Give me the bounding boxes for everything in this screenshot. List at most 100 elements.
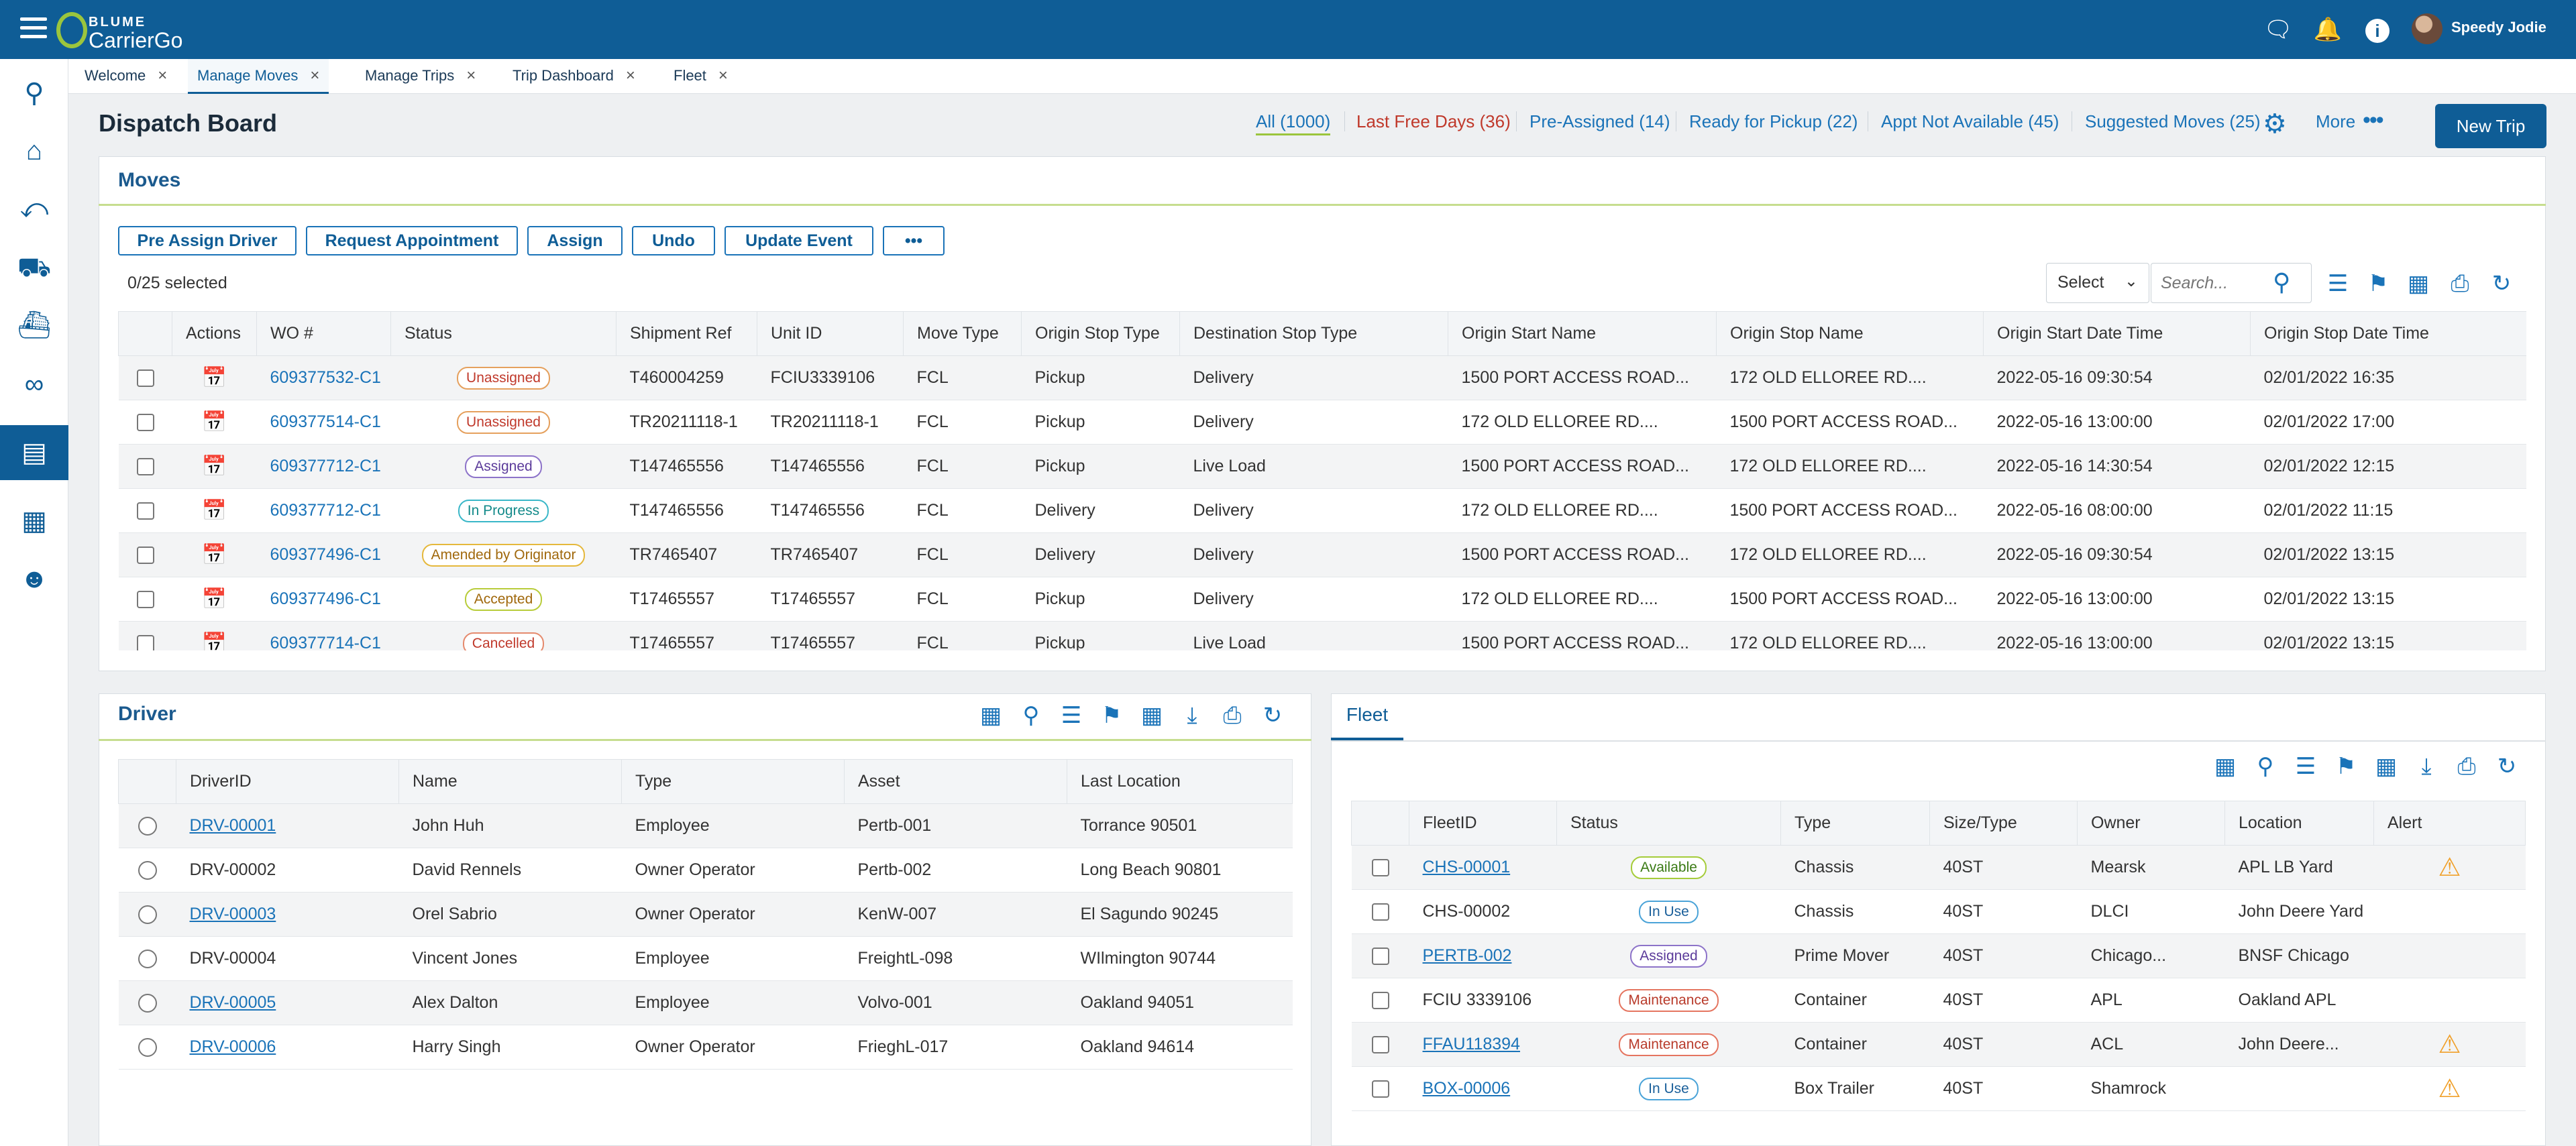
bookmark-icon[interactable]: ⚑ xyxy=(2367,271,2389,296)
row-checkbox[interactable] xyxy=(136,369,154,388)
table-row[interactable]: FFAU118394 Maintenance Container 40ST ACL Joh… xyxy=(1351,1022,2526,1067)
calendar-edit-icon[interactable]: 📅 xyxy=(201,500,227,522)
driver-id[interactable]: DRV-00006 xyxy=(189,1037,276,1056)
pre-assign-driver-button[interactable]: Pre Assign Driver xyxy=(118,226,297,255)
tab-manage-moves[interactable]: Manage Moves × xyxy=(188,59,329,94)
wo-link[interactable]: 609377532-C1 xyxy=(270,368,381,387)
col-header[interactable]: Status xyxy=(390,311,616,356)
col-header[interactable]: Type xyxy=(1780,801,1930,846)
ship-icon[interactable]: ⛴ xyxy=(17,310,52,340)
row-radio[interactable] xyxy=(138,950,157,969)
driver-id[interactable]: DRV-00001 xyxy=(189,816,276,835)
col-header[interactable]: Status xyxy=(1556,801,1781,846)
col-header[interactable]: Type xyxy=(621,759,845,804)
col-header[interactable]: Move Type xyxy=(903,311,1022,356)
close-icon[interactable]: × xyxy=(625,66,635,84)
table-row[interactable]: 📅 609377714-C1 Cancelled T17465557 T17465557… xyxy=(118,621,2526,650)
col-header[interactable]: Owner xyxy=(2077,801,2225,846)
col-header[interactable]: Asset xyxy=(844,759,1067,804)
col-header[interactable]: DriverID xyxy=(176,759,399,804)
tab-trip-dashboard[interactable]: Trip Dashboard × xyxy=(513,66,635,84)
row-checkbox[interactable] xyxy=(1371,948,1389,966)
row-checkbox[interactable] xyxy=(1371,903,1389,921)
col-header[interactable]: Origin Stop Date Time xyxy=(2250,311,2526,356)
download-icon[interactable]: ⤓ xyxy=(1187,703,1197,728)
search-icon[interactable]: ⚲ xyxy=(1022,703,1040,728)
close-icon[interactable]: × xyxy=(158,66,168,84)
calendar-edit-icon[interactable]: 📅 xyxy=(201,544,227,566)
search-icon[interactable]: ⚲ xyxy=(24,78,44,108)
row-checkbox[interactable] xyxy=(1371,859,1389,877)
filter-all[interactable]: All (1000) xyxy=(1256,111,1331,135)
download-icon[interactable]: ⤓ xyxy=(2421,754,2432,779)
table-row[interactable]: DRV-00005 Alex Dalton Employee Volvo-001 Oak… xyxy=(118,980,1293,1025)
row-checkbox[interactable] xyxy=(1371,1036,1389,1054)
refresh-icon[interactable]: ↻ xyxy=(2497,754,2517,779)
calendar-edit-icon[interactable]: 📅 xyxy=(201,367,227,389)
table-row[interactable]: DRV-00006 Harry Singh Owner Operator Friegh… xyxy=(118,1025,1293,1070)
col-header[interactable]: Last Location xyxy=(1067,759,1293,804)
driver-id[interactable]: DRV-00003 xyxy=(189,905,276,923)
wo-link[interactable]: 609377712-C1 xyxy=(270,501,381,520)
route-icon[interactable]: ⤺ xyxy=(19,194,49,223)
filter-last-free-days[interactable]: Last Free Days (36) xyxy=(1356,111,1511,131)
col-header[interactable]: Origin Start Name xyxy=(1448,311,1717,356)
col-header[interactable]: FleetID xyxy=(1409,801,1557,846)
table-row[interactable]: DRV-00002 David Rennels Owner Operator Pert… xyxy=(118,848,1293,893)
table-row[interactable]: FCIU 3339106 Maintenance Container 40ST APL O… xyxy=(1351,978,2526,1023)
row-radio[interactable] xyxy=(138,817,157,836)
truck-icon[interactable]: ⛟ xyxy=(17,253,52,282)
driver-id[interactable]: DRV-00005 xyxy=(189,993,276,1012)
wo-link[interactable]: 609377496-C1 xyxy=(270,589,381,608)
table-row[interactable]: 📅 609377712-C1 In Progress T147465556 T14746… xyxy=(118,488,2526,533)
refresh-icon[interactable]: ↻ xyxy=(1263,703,1283,728)
chat-icon[interactable]: 🗨 xyxy=(2263,17,2293,42)
calendar-icon[interactable]: ▦ xyxy=(2214,754,2237,779)
filter-appt-not-available[interactable]: Appt Not Available (45) xyxy=(1881,111,2059,131)
row-radio[interactable] xyxy=(138,1038,157,1057)
more-actions-button[interactable]: ••• xyxy=(883,226,945,255)
row-checkbox[interactable] xyxy=(1371,992,1389,1010)
calendar-icon[interactable]: ▦ xyxy=(979,703,1002,728)
col-header[interactable]: Shipment Ref xyxy=(616,311,757,356)
filter-suggested-moves[interactable]: Suggested Moves (25) xyxy=(2085,111,2261,131)
row-checkbox[interactable] xyxy=(136,414,154,432)
table-row[interactable]: DRV-00001 John Huh Employee Pertb-001 Torran… xyxy=(118,803,1293,848)
filter-icon[interactable]: ☰ xyxy=(2327,271,2349,296)
search-input[interactable] xyxy=(2151,263,2312,303)
row-checkbox[interactable] xyxy=(136,591,154,609)
filter-icon[interactable]: ☰ xyxy=(1061,703,1082,728)
tab-fleet-panel[interactable]: Fleet xyxy=(1331,693,1403,740)
search-icon[interactable]: ⚲ xyxy=(2257,754,2274,779)
filter-ready-for-pickup[interactable]: Ready for Pickup (22) xyxy=(1689,111,1858,131)
row-checkbox[interactable] xyxy=(136,635,154,650)
print-icon[interactable]: ⎙ xyxy=(1223,703,1242,728)
bookmark-icon[interactable]: ⚑ xyxy=(1101,703,1122,728)
user-icon[interactable]: ☻ xyxy=(19,564,49,593)
hamburger-menu-icon[interactable] xyxy=(20,17,47,40)
col-header[interactable]: Actions xyxy=(172,311,257,356)
close-icon[interactable]: × xyxy=(718,66,728,84)
warning-icon[interactable]: ⚠ xyxy=(2438,1075,2461,1103)
table-row[interactable]: 📅 609377712-C1 Assigned T147465556 T14746555… xyxy=(118,444,2526,489)
calendar-edit-icon[interactable]: 📅 xyxy=(201,588,227,610)
refresh-icon[interactable]: ↻ xyxy=(2491,271,2512,296)
col-header[interactable]: Destination Stop Type xyxy=(1179,311,1448,356)
info-icon[interactable]: i xyxy=(2363,15,2392,44)
user-name[interactable]: Speedy Jodie xyxy=(2451,19,2546,36)
more-dots-icon[interactable]: ••• xyxy=(2363,107,2384,133)
row-checkbox[interactable] xyxy=(136,458,154,476)
col-header[interactable]: Unit ID xyxy=(757,311,904,356)
table-row[interactable]: CHS-00002 In Use Chassis 40ST DLCI John Deere… xyxy=(1351,889,2526,934)
wo-link[interactable]: 609377714-C1 xyxy=(270,634,381,650)
col-header[interactable]: Origin Stop Name xyxy=(1716,311,1984,356)
bell-icon[interactable]: 🔔 xyxy=(2313,17,2343,42)
assign-button[interactable]: Assign xyxy=(527,226,623,255)
table-row[interactable]: DRV-00003 Orel Sabrio Owner Operator KenW-0… xyxy=(118,892,1293,937)
more-link[interactable]: More xyxy=(2316,111,2356,131)
warning-icon[interactable]: ⚠ xyxy=(2438,1031,2461,1059)
close-icon[interactable]: × xyxy=(310,66,320,84)
fleet-id[interactable]: BOX-00006 xyxy=(1422,1079,1511,1098)
fleet-id[interactable]: PERTB-002 xyxy=(1422,946,1512,965)
col-header[interactable]: Size/Type xyxy=(1929,801,2078,846)
